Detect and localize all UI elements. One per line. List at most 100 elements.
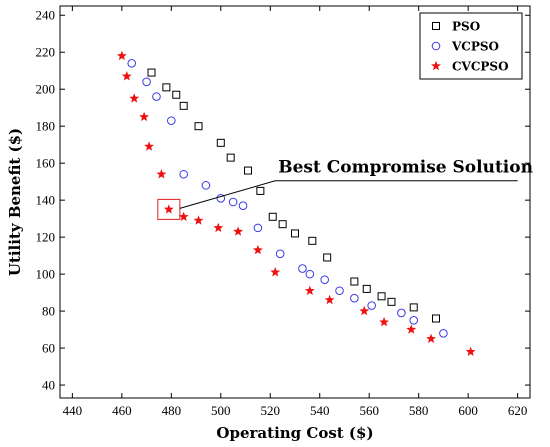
data-point-cvcpso	[252, 244, 263, 255]
data-point-cvcpso	[304, 285, 315, 295]
y-tick-label: 80	[42, 304, 55, 319]
x-axis-label: Operating Cost ($)	[216, 424, 373, 442]
y-tick-label: 200	[36, 82, 56, 97]
y-tick-label: 120	[36, 230, 56, 245]
x-tick-label: 540	[310, 403, 330, 418]
data-point-cvcpso	[121, 71, 132, 81]
data-point-cvcpso	[129, 93, 140, 103]
plot-frame	[59, 5, 531, 399]
data-point-pso	[162, 83, 171, 92]
data-point-cvcpso	[406, 324, 417, 334]
data-point-vcpso	[238, 201, 248, 210]
x-tick-label: 620	[508, 403, 528, 418]
data-point-pso	[350, 277, 359, 286]
data-point-vcpso	[201, 181, 211, 190]
x-tick-label: 580	[409, 403, 429, 418]
data-point-pso	[244, 166, 252, 175]
legend-marker-cvcpso	[431, 60, 441, 71]
y-tick-label: 100	[36, 267, 56, 282]
data-point-vcpso	[142, 77, 151, 87]
series-pso	[147, 68, 440, 323]
data-point-cvcpso	[144, 141, 154, 151]
y-tick-label: 40	[42, 378, 55, 393]
data-point-cvcpso	[116, 50, 127, 61]
data-point-vcpso	[305, 269, 315, 279]
data-point-pso	[308, 236, 317, 245]
data-point-cvcpso	[213, 222, 224, 233]
data-point-pso	[226, 153, 235, 162]
data-point-vcpso	[152, 92, 161, 101]
x-tick-label: 560	[359, 403, 379, 418]
data-point-vcpso	[298, 264, 307, 273]
data-point-vcpso	[320, 275, 329, 284]
data-point-pso	[387, 297, 396, 306]
y-tick-label: 160	[36, 156, 56, 171]
legend-label-cvcpso: CVCPSO	[452, 60, 509, 74]
data-point-pso	[362, 284, 371, 293]
data-point-cvcpso	[233, 226, 244, 236]
annotation-group: Best Compromise Solution	[157, 158, 533, 220]
series-cvcpso	[116, 50, 476, 356]
data-point-pso	[216, 138, 225, 147]
y-tick-label: 180	[36, 119, 56, 134]
legend-marker-pso	[432, 22, 440, 30]
x-tick-label: 600	[458, 403, 478, 418]
data-point-cvcpso	[156, 169, 167, 179]
data-point-cvcpso	[178, 211, 189, 221]
x-tick-label: 440	[63, 403, 83, 418]
annotation-leader-line	[179, 180, 518, 209]
data-point-pso	[194, 122, 203, 131]
best-compromise-box	[157, 198, 181, 220]
data-point-vcpso	[409, 316, 419, 325]
data-point-vcpso	[228, 197, 238, 207]
data-point-pso	[409, 303, 418, 312]
y-tick-label: 220	[36, 45, 56, 60]
data-point-pso	[323, 253, 332, 262]
y-tick-label: 140	[36, 193, 56, 208]
data-point-pso	[291, 229, 299, 238]
data-point-vcpso	[127, 59, 137, 68]
data-point-pso	[377, 292, 386, 301]
x-tick-label: 480	[162, 403, 182, 418]
data-marks	[116, 50, 476, 356]
data-point-pso	[147, 68, 156, 77]
data-point-cvcpso	[270, 267, 281, 277]
series-vcpso	[127, 59, 448, 338]
data-point-pso	[179, 101, 188, 110]
data-point-pso	[172, 90, 181, 99]
legend-marker-vcpso	[431, 41, 441, 51]
data-point-vcpso	[179, 169, 188, 179]
legend-label-pso: PSO	[452, 20, 480, 34]
data-point-pso	[432, 314, 440, 323]
y-tick-label: 60	[42, 341, 55, 356]
data-point-cvcpso	[359, 305, 370, 316]
data-point-cvcpso	[139, 111, 150, 122]
legend-label-vcpso: VCPSO	[451, 40, 499, 54]
data-point-cvcpso	[193, 215, 204, 225]
x-tick-label: 500	[211, 403, 231, 418]
data-point-pso	[256, 186, 265, 195]
legend: PSO VCPSO CVCPSO	[419, 12, 523, 80]
data-point-vcpso	[350, 293, 359, 303]
data-point-cvcpso	[465, 346, 476, 356]
data-point-cvcpso	[163, 204, 174, 214]
data-point-vcpso	[253, 223, 263, 233]
data-point-cvcpso	[379, 316, 389, 327]
data-point-vcpso	[275, 249, 285, 259]
data-point-cvcpso	[426, 333, 436, 344]
axis-ticks: 440 460 480 500 520 540 560 580 600 620 40 60 80 100 1…	[36, 6, 530, 418]
data-point-vcpso	[335, 286, 344, 296]
data-point-vcpso	[439, 328, 448, 338]
y-axis-label: Utility Benefit ($)	[6, 128, 24, 276]
x-tick-label: 520	[261, 403, 281, 418]
data-point-vcpso	[167, 116, 176, 125]
data-point-cvcpso	[324, 294, 335, 305]
annotation-label: Best Compromise Solution	[278, 158, 533, 178]
data-point-vcpso	[216, 194, 226, 203]
data-point-vcpso	[367, 301, 376, 310]
data-point-pso	[278, 220, 287, 229]
y-tick-label: 240	[36, 8, 56, 23]
data-point-pso	[268, 212, 277, 221]
data-point-vcpso	[397, 308, 406, 318]
